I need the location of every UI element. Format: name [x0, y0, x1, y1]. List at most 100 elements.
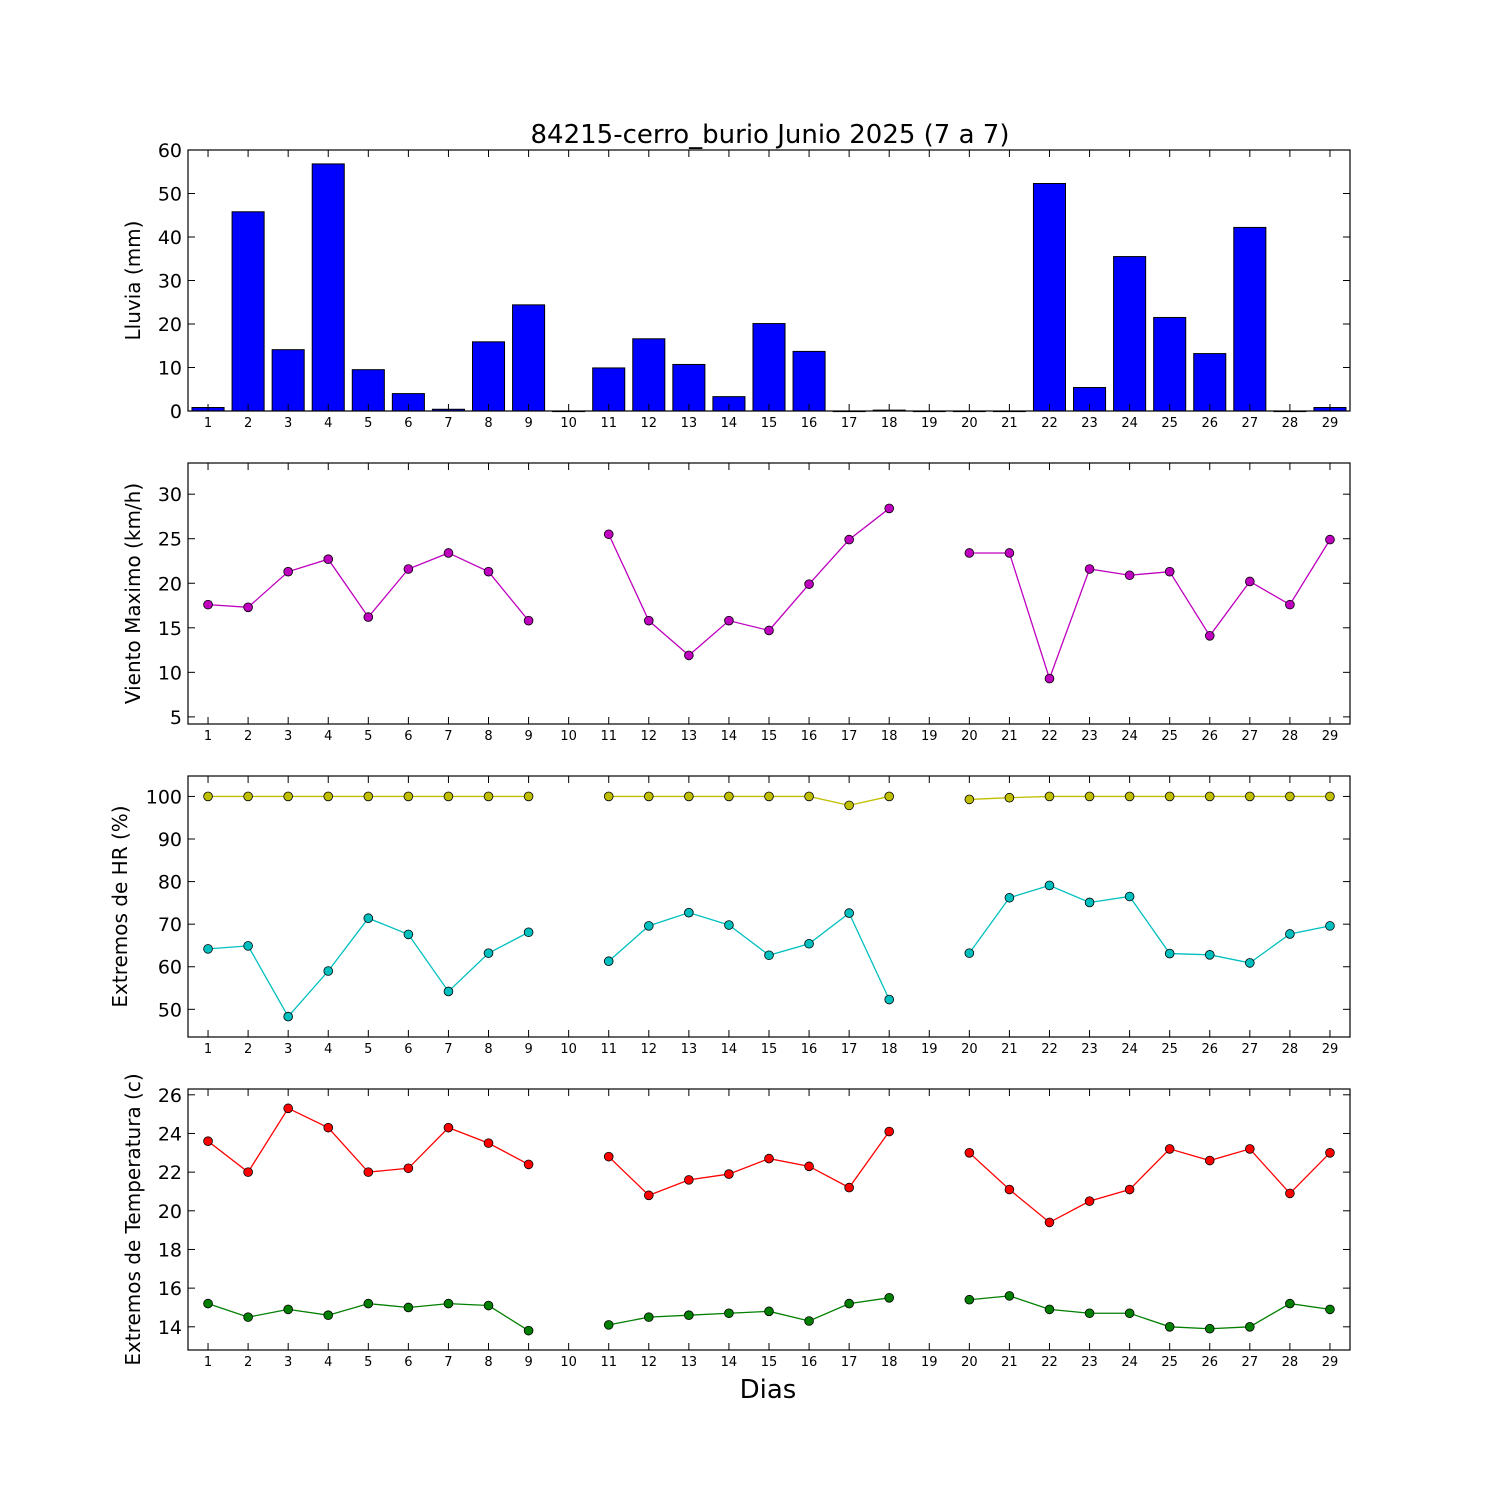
temperature-data-point [1245, 1144, 1255, 1154]
x-tick-label: 2 [244, 1042, 252, 1057]
x-tick-label: 4 [324, 1355, 332, 1370]
temperature-data-point [403, 1163, 414, 1174]
temperature-data-point [1164, 1144, 1175, 1154]
x-tick-label: 28 [1282, 1042, 1299, 1057]
temperature-data-point [1204, 1323, 1215, 1334]
humidity-data-point [603, 956, 614, 967]
humidity-data-point [964, 794, 975, 805]
x-tick-label: 14 [721, 1042, 738, 1057]
x-tick-label: 5 [364, 1042, 372, 1057]
y-tick-label: 18 [158, 1239, 182, 1261]
humidity-data-point [363, 791, 374, 802]
x-tick-label: 14 [721, 416, 738, 431]
temperature-data-point [483, 1300, 494, 1311]
temperature-data-point [1164, 1322, 1175, 1332]
y-tick-label: 50 [158, 999, 182, 1021]
x-tick-label: 3 [284, 729, 292, 744]
temperature-data-point [323, 1122, 334, 1133]
temperature-data-point [523, 1325, 534, 1336]
x-tick-label: 11 [600, 1355, 617, 1370]
wind-data-point [1164, 566, 1175, 577]
humidity-data-point [1285, 791, 1295, 802]
x-tick-label: 8 [484, 1042, 492, 1057]
humidity-data-point [844, 908, 854, 918]
humidity-data-point [1204, 791, 1215, 802]
y-tick-label: 30 [158, 484, 182, 506]
humidity-data-point [283, 1011, 293, 1022]
temperature-data-point [684, 1310, 694, 1320]
x-tick-label: 13 [681, 1355, 698, 1370]
temperature-data-point [684, 1175, 694, 1185]
wind-series-line [207, 507, 1331, 681]
x-tick-label: 6 [404, 1042, 412, 1057]
x-tick-label: 26 [1201, 729, 1218, 744]
x-tick-label: 24 [1121, 1355, 1138, 1370]
humidity-data-point [1204, 950, 1215, 960]
humidity-data-point [523, 927, 534, 938]
y-tick-label: 70 [158, 914, 182, 936]
x-tick-label: 5 [364, 416, 372, 431]
x-tick-label: 10 [560, 1042, 577, 1057]
temperature-data-point [1124, 1308, 1135, 1319]
x-axis-label: Dias [740, 1375, 797, 1405]
x-tick-label: 23 [1081, 1042, 1098, 1057]
temperature-data-point [363, 1298, 374, 1309]
wind-data-point [603, 529, 614, 540]
humidity-data-point [1004, 892, 1015, 903]
x-tick-label: 6 [404, 1355, 412, 1370]
humidity-data-point [1084, 897, 1095, 908]
x-tick-label: 22 [1041, 1042, 1058, 1057]
wind-data-point [684, 650, 694, 661]
humidity-data-point [1245, 958, 1255, 968]
temperature-data-point [964, 1148, 975, 1158]
wind-data-point [964, 548, 975, 558]
rain-bar [1233, 226, 1267, 412]
x-tick-label: 22 [1041, 1355, 1058, 1370]
temperature-data-point [403, 1302, 414, 1313]
x-tick-label: 9 [524, 729, 532, 744]
x-tick-label: 6 [404, 416, 412, 431]
x-tick-label: 19 [921, 1042, 938, 1057]
x-tick-label: 26 [1201, 416, 1218, 431]
temperature-data-point [1325, 1304, 1335, 1315]
humidity-data-point [603, 791, 614, 802]
x-tick-label: 27 [1242, 729, 1259, 744]
wind-data-point [1044, 673, 1055, 684]
x-tick-label: 20 [961, 416, 978, 431]
temperature-data-point [724, 1308, 734, 1319]
x-tick-label: 15 [761, 729, 778, 744]
wind-data-point [203, 599, 213, 610]
humidity-y-axis-label: Extremos de HR (%) [108, 805, 132, 1007]
x-tick-label: 10 [560, 416, 577, 431]
x-tick-label: 9 [524, 1042, 532, 1057]
rain-bar [1113, 256, 1147, 412]
y-tick-label: 25 [158, 529, 182, 551]
x-tick-label: 23 [1081, 729, 1098, 744]
temperature-data-point [643, 1190, 654, 1201]
y-tick-label: 50 [158, 184, 182, 206]
wind-data-point [443, 548, 454, 558]
x-tick-label: 20 [961, 1355, 978, 1370]
x-tick-label: 29 [1322, 416, 1339, 431]
y-tick-label: 20 [158, 1201, 182, 1223]
wind-data-point [844, 534, 854, 545]
x-tick-label: 9 [524, 1355, 532, 1370]
x-tick-label: 20 [961, 1042, 978, 1057]
humidity-data-point [844, 800, 854, 811]
wind-data-point [724, 615, 734, 626]
wind-data-point [1124, 570, 1135, 581]
x-tick-label: 19 [921, 729, 938, 744]
x-tick-label: 24 [1121, 729, 1138, 744]
humidity-data-point [1044, 880, 1055, 891]
y-tick-label: 10 [158, 662, 182, 684]
wind-data-point [643, 615, 654, 626]
wind-data-point [884, 503, 895, 514]
x-tick-label: 21 [1001, 416, 1018, 431]
x-tick-label: 29 [1322, 1042, 1339, 1057]
humidity-data-point [964, 948, 975, 958]
x-tick-label: 3 [284, 416, 292, 431]
x-tick-label: 12 [641, 416, 658, 431]
x-tick-label: 1 [204, 1042, 212, 1057]
wind-data-point [1204, 631, 1215, 641]
